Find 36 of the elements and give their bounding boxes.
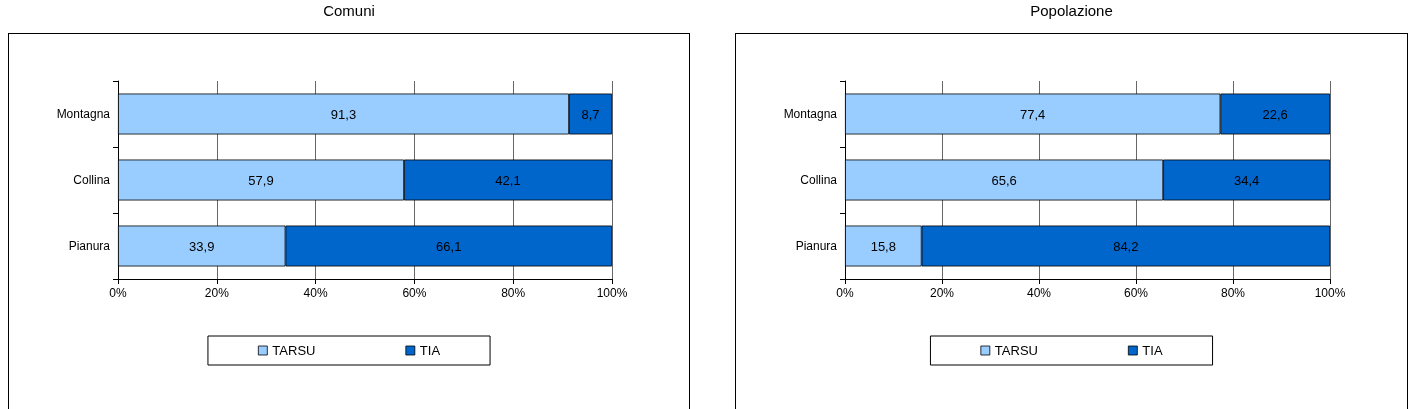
y-tick-label: Montagna	[783, 107, 838, 121]
data-label: 22,6	[1262, 106, 1288, 122]
data-label: 65,6	[991, 172, 1017, 188]
data-label: 15,8	[870, 238, 896, 254]
x-tick-label: 0%	[109, 286, 127, 300]
data-label: 34,4	[1233, 172, 1260, 188]
y-tick-label: Montagna	[56, 107, 111, 121]
chart-title: Popolazione	[1029, 2, 1114, 19]
y-tick-label: Pianura	[68, 239, 111, 253]
x-tick-label: 60%	[402, 286, 427, 300]
data-label: 57,9	[248, 172, 274, 188]
legend-label: TARSU	[994, 343, 1038, 358]
legend-label: TIA	[1142, 343, 1163, 358]
data-label: 84,2	[1113, 238, 1139, 254]
chart-title: Comuni	[322, 2, 376, 19]
y-tick-label: Collina	[73, 173, 111, 187]
legend-label: TARSU	[272, 343, 316, 358]
data-label: 66,1	[436, 238, 462, 254]
x-tick-label: 100%	[1314, 286, 1346, 300]
x-tick-label: 80%	[501, 286, 526, 300]
data-label: 42,1	[495, 172, 521, 188]
y-tick-label: Pianura	[795, 239, 838, 253]
x-tick-label: 40%	[1026, 286, 1052, 300]
y-tick-label: Collina	[800, 173, 838, 187]
x-tick-label: 80%	[1220, 286, 1246, 300]
x-tick-label: 40%	[303, 286, 328, 300]
data-label: 91,3	[330, 106, 357, 122]
x-tick-label: 20%	[929, 286, 955, 300]
data-label: 77,4	[1020, 106, 1046, 122]
x-tick-label: 0%	[836, 286, 854, 300]
x-tick-label: 20%	[204, 286, 230, 300]
x-tick-label: 60%	[1123, 286, 1149, 300]
legend-label: TIA	[419, 343, 441, 358]
data-label: 33,9	[189, 238, 215, 254]
data-label: 8,7	[581, 106, 600, 122]
x-tick-label: 100%	[596, 286, 628, 300]
